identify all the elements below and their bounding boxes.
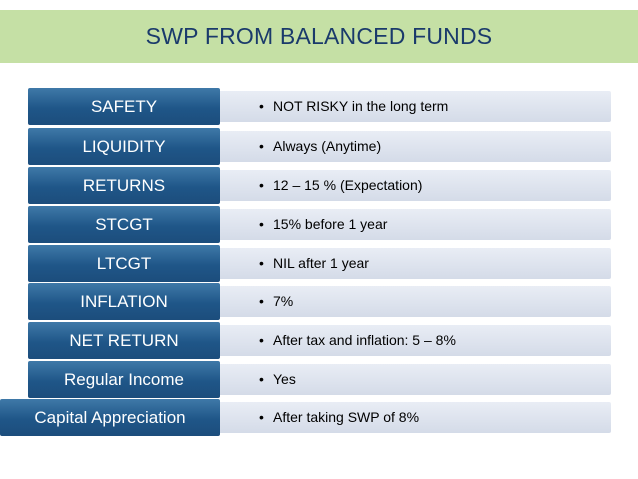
- row-value: Always (Anytime): [259, 131, 381, 162]
- page-title: SWP FROM BALANCED FUNDS: [145, 23, 493, 49]
- row-value: Yes: [259, 364, 296, 395]
- row-label: NET RETURN: [28, 322, 220, 359]
- list-item: 7% INFLATION: [28, 283, 611, 320]
- row-label: STCGT: [28, 206, 220, 243]
- list-item: 12 – 15 % (Expectation) RETURNS: [28, 167, 611, 204]
- list-item: NIL after 1 year LTCGT: [28, 245, 611, 282]
- row-label: LTCGT: [28, 245, 220, 282]
- list-item: 15% before 1 year STCGT: [28, 206, 611, 243]
- row-label: Capital Appreciation: [0, 399, 220, 436]
- row-value: NIL after 1 year: [259, 248, 369, 279]
- row-label: SAFETY: [28, 88, 220, 125]
- row-label: RETURNS: [28, 167, 220, 204]
- list-item: After tax and inflation: 5 – 8% NET RETU…: [28, 322, 611, 359]
- list-item: Yes Regular Income: [28, 361, 611, 398]
- row-label: Regular Income: [28, 361, 220, 398]
- list-item: Always (Anytime) LIQUIDITY: [28, 128, 611, 165]
- row-value: NOT RISKY in the long term: [259, 91, 448, 122]
- list-item: NOT RISKY in the long term SAFETY: [28, 88, 611, 125]
- row-value: After tax and inflation: 5 – 8%: [259, 325, 456, 356]
- title-banner: [0, 10, 638, 63]
- row-value: After taking SWP of 8%: [259, 402, 419, 433]
- row-value: 7%: [259, 286, 293, 317]
- row-label: INFLATION: [28, 283, 220, 320]
- row-value: 15% before 1 year: [259, 209, 387, 240]
- list-item: After taking SWP of 8% Capital Appreciat…: [0, 399, 611, 436]
- row-value: 12 – 15 % (Expectation): [259, 170, 422, 201]
- row-label: LIQUIDITY: [28, 128, 220, 165]
